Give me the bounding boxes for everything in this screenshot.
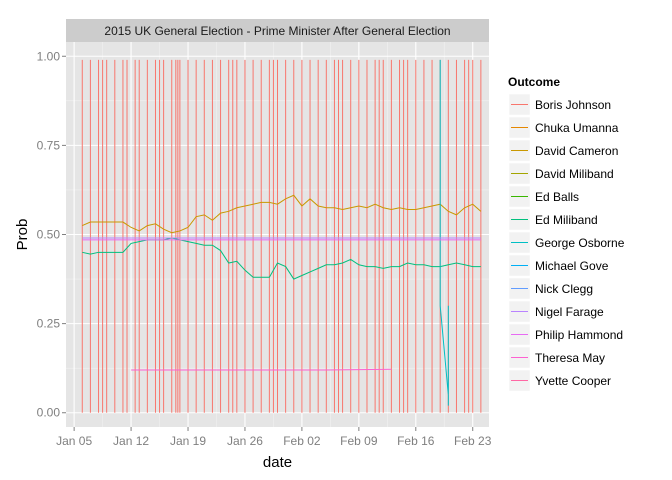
chart-title: 2015 UK General Election - Prime Ministe… (104, 24, 450, 38)
legend-label: Boris Johnson (535, 98, 611, 112)
legend-label: Ed Miliband (535, 213, 598, 227)
legend-item-ed-balls: Ed Balls (508, 185, 579, 208)
x-tick-label: Jan 05 (56, 434, 92, 448)
legend-item-philip-hammond: Philip Hammond (508, 323, 623, 346)
legend-item-chuka-umanna: Chuka Umanna (508, 116, 619, 139)
legend-label: Chuka Umanna (535, 121, 619, 135)
x-tick-label: Feb 02 (283, 434, 321, 448)
strip-background (66, 19, 489, 42)
y-tick-label: 0.75 (37, 138, 61, 152)
x-tick-label: Jan 26 (227, 434, 263, 448)
y-axis: 0.00 0.25 0.50 0.75 1.00 (37, 49, 66, 420)
legend-label: David Miliband (535, 167, 614, 181)
series-lines (82, 59, 482, 406)
legend-item-george-osborne: George Osborne (508, 231, 625, 254)
legend-item-nick-clegg: Nick Clegg (508, 277, 593, 300)
legend-item-david-cameron: David Cameron (508, 139, 618, 162)
legend-item-nigel-farage: Nigel Farage (508, 300, 604, 323)
legend-label: Michael Gove (535, 259, 609, 273)
legend: Outcome Boris Johnson Chuka Umanna David C… (508, 75, 625, 392)
y-tick-label: 1.00 (37, 49, 61, 63)
legend-label: George Osborne (535, 236, 625, 250)
legend-label: Yvette Cooper (535, 374, 611, 388)
x-tick-label: Feb 23 (454, 434, 492, 448)
y-tick-label: 0.00 (37, 406, 61, 420)
legend-label: Ed Balls (535, 190, 579, 204)
legend-item-theresa-may: Theresa May (508, 346, 605, 369)
legend-label: Philip Hammond (535, 328, 623, 342)
series-line-george-osborne (439, 59, 449, 406)
x-tick-label: Feb 16 (397, 434, 435, 448)
x-tick-label: Feb 09 (340, 434, 378, 448)
legend-item-boris-johnson: Boris Johnson (508, 93, 611, 116)
legend-label: Theresa May (535, 351, 605, 365)
legend-label: David Cameron (535, 144, 618, 158)
legend-item-david-miliband: David Miliband (508, 162, 614, 185)
legend-label: Nick Clegg (535, 282, 593, 296)
legend-title: Outcome (508, 75, 560, 89)
series-line-theresa-may (131, 368, 392, 371)
y-tick-label: 0.50 (37, 228, 61, 242)
x-axis-title: date (263, 454, 292, 471)
x-axis: Jan 05 Jan 12 Jan 19 Jan 26 Feb 02 Feb 09 Feb … (56, 427, 492, 448)
legend-item-michael-gove: Michael Gove (508, 254, 609, 277)
x-tick-label: Jan 12 (113, 434, 149, 448)
y-axis-title: Prob (14, 219, 31, 251)
legend-item-yvette-cooper: Yvette Cooper (508, 369, 611, 392)
legend-label: Nigel Farage (535, 305, 604, 319)
legend-item-ed-miliband: Ed Miliband (508, 208, 598, 231)
series-line-david-cameron (82, 194, 482, 234)
y-tick-label: 0.25 (37, 317, 61, 331)
x-tick-label: Jan 19 (170, 434, 206, 448)
